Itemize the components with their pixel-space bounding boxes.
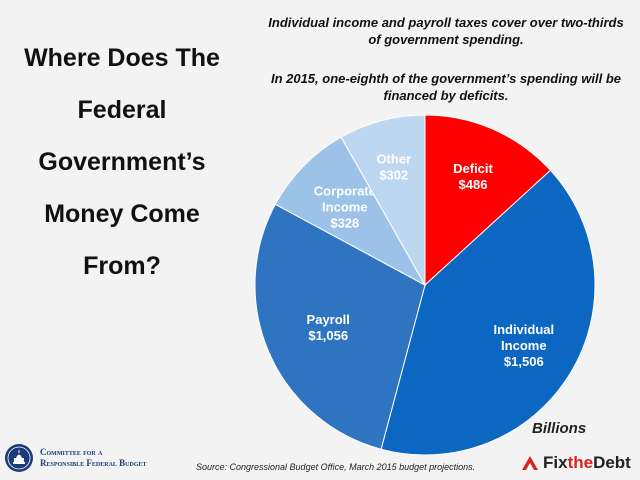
pie-slice-label: Deficit $486	[453, 161, 493, 192]
title-line: From?	[83, 252, 161, 280]
page-title: Where Does The Federal Government’s Mone…	[0, 32, 244, 292]
fixthedebt-mark-icon	[522, 456, 538, 470]
title-line: Money Come	[44, 200, 200, 228]
pie-slice	[380, 169, 596, 456]
title-line: Federal	[77, 96, 167, 124]
pie-slice	[340, 114, 426, 287]
pie-slice	[424, 114, 552, 287]
note-deficit-share: In 2015, one-eighth of the government’s …	[270, 71, 622, 103]
fixthedebt-the: the	[567, 453, 594, 472]
revenue-pie-chart: Deficit $486 Individual Income $1,506 Payroll…	[254, 114, 596, 456]
crfb-logo-line1: Committee for a	[40, 447, 103, 457]
fixthedebt-debt: Debt	[593, 453, 631, 472]
title-line: Government’s	[38, 148, 206, 176]
source-note: Source: Congressional Budget Office, Mar…	[196, 462, 476, 472]
pie-slice-label: Other $302	[376, 152, 411, 183]
pie-slice-label: Individual Income $1,506	[493, 322, 554, 369]
fixthedebt-logo: Fix the Debt	[520, 453, 631, 473]
title-line: Where Does The	[24, 44, 220, 72]
note-spending-coverage: Individual income and payroll taxes cove…	[268, 15, 624, 47]
pie-slice	[274, 136, 427, 287]
crfb-logo-line2: Responsible Federal Budget	[40, 458, 147, 468]
pie-slice-label: Payroll $1,056	[307, 312, 350, 343]
fixthedebt-fix: Fix	[543, 453, 568, 472]
units-label: Billions	[532, 420, 587, 437]
crfb-logo: Committee for a Responsible Federal Budg…	[4, 443, 147, 473]
pie-slice	[254, 203, 426, 450]
capitol-seal-icon	[5, 444, 33, 472]
pie-slice-label: Corporate Income $328	[314, 184, 376, 231]
